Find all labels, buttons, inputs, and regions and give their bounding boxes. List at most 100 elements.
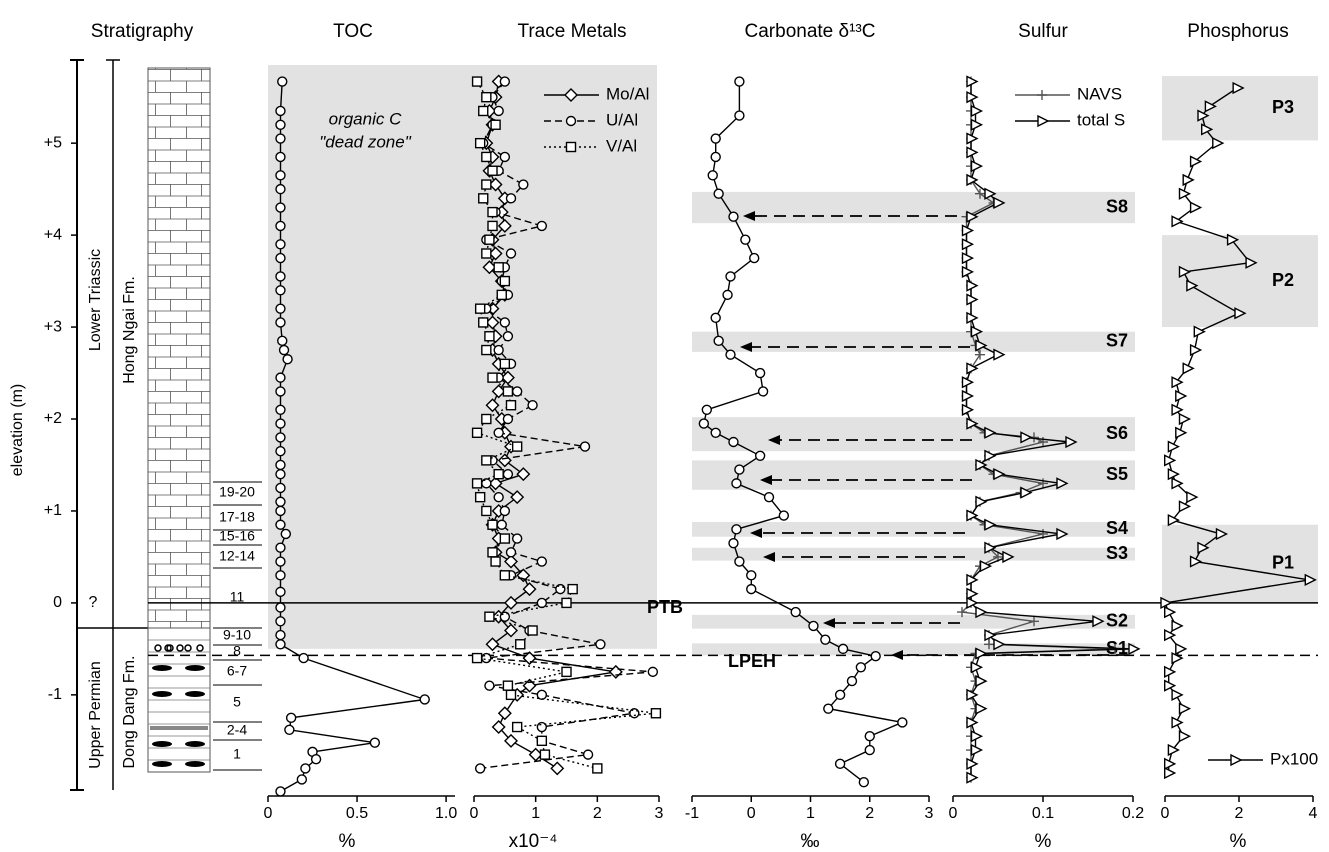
data-point [481,478,492,489]
annotation: "dead zone" [319,132,411,151]
data-point [1193,325,1206,338]
data-point [493,344,504,356]
data-point [1038,478,1048,489]
data-point [275,183,286,195]
data-point [493,262,504,273]
data-point [966,146,979,159]
data-point [275,602,286,613]
data-point [496,519,507,530]
data-point [870,651,881,662]
data-point [961,224,975,237]
data-point [710,312,721,324]
data-point [505,248,517,259]
data-point [275,542,286,553]
data-point [484,331,495,342]
data-point [698,418,710,429]
unit-label: % [1035,831,1052,852]
data-point [1304,573,1317,587]
data-point [275,629,286,641]
data-point [966,417,979,430]
data-point [275,570,286,581]
band-label: S4 [1106,518,1128,538]
boundary-label: LPEH [728,651,776,671]
data-point [579,441,591,452]
data-point [490,119,501,130]
legend-marker [1230,753,1243,767]
x-tick-label: 1.0 [435,805,457,822]
data-point [502,386,514,397]
data-point [499,358,511,370]
uncertain-mark: ? [89,594,98,611]
band-label: S3 [1106,543,1128,563]
data-point [1160,596,1173,610]
event-band [692,521,1135,537]
legend-label: V/Al [606,136,637,155]
bed-label: 2-4 [227,722,247,738]
data-point [1167,468,1180,481]
data-point [275,556,286,567]
event-band [692,191,1135,224]
data-point [510,490,525,505]
data-point [471,427,483,438]
data-point [277,335,288,347]
data-point [1182,173,1195,187]
event-band [692,643,1135,656]
data-point [1056,477,1069,490]
data-point [710,427,721,438]
unit-label: ‰ [801,831,820,852]
x-tick-label: 0 [949,805,958,822]
data-point [1189,201,1203,214]
data-point [975,674,988,688]
data-point [1245,256,1258,269]
data-point [561,666,572,678]
event-band [1162,524,1318,603]
chert-nodule [185,741,205,747]
data-point [966,771,979,784]
legend-label: Mo/Al [606,84,649,103]
data-point [970,730,984,743]
data-point [970,104,984,118]
data-point [275,639,286,650]
x-tick-label: 1 [806,805,815,822]
data-point [725,349,736,360]
data-point [1178,702,1192,715]
oolite [154,644,162,652]
data-point [746,570,757,581]
annotation: organic C [329,109,402,128]
data-point [497,706,512,721]
x-tick-label: 2 [865,805,874,822]
data-point [975,702,988,715]
data-point [471,478,483,489]
data-point [275,586,286,598]
data-point [701,404,713,416]
data-point [993,468,1006,481]
y-tick-label: +2 [44,410,62,427]
data-point [1175,642,1188,656]
data-point [278,344,290,356]
panel-title: Sulfur [1018,21,1068,42]
data-point [746,583,757,595]
data-point [731,478,742,489]
data-point [310,754,322,765]
data-point [502,680,514,691]
data-point [1167,440,1180,453]
data-point [975,458,988,472]
x-tick-label: 1 [531,805,540,822]
data-point [1182,362,1195,375]
data-point [487,519,498,530]
data-point [979,559,993,573]
data-point [1171,651,1184,665]
data-point [749,252,760,264]
data-point [505,547,517,558]
data-point [592,763,603,774]
data-point [993,196,1006,210]
data-point [275,432,286,443]
unit-label: % [339,831,356,852]
data-point [757,386,769,397]
data-point [499,76,511,87]
system-label: Upper Permian [87,661,104,769]
data-point [725,271,736,282]
data-point [275,170,286,181]
legend-marker [564,88,578,102]
data-point [511,721,523,733]
